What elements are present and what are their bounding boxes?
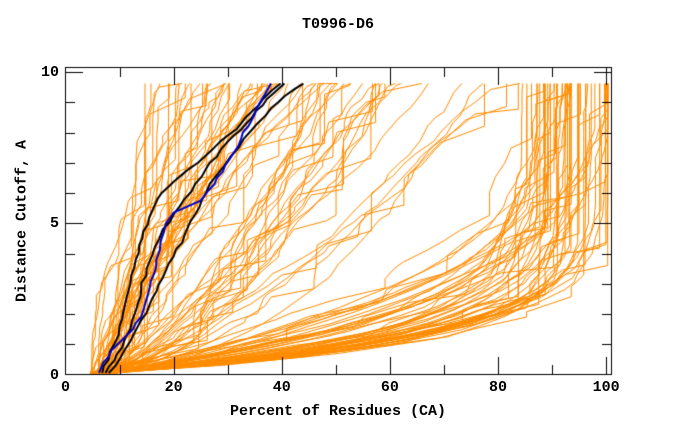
x-tick-label: 40 xyxy=(272,379,291,396)
x-tick-label: 80 xyxy=(488,379,507,396)
y-tick-label: 5 xyxy=(49,215,59,233)
x-tick-label: 100 xyxy=(592,379,620,396)
x-tick-label: 60 xyxy=(380,379,399,396)
chart-title: T0996-D6 xyxy=(301,16,375,33)
x-tick-label: 0 xyxy=(60,379,71,396)
y-tick-label: 0 xyxy=(49,366,59,384)
x-axis-label: Percent of Residues (CA) xyxy=(229,403,447,420)
y-tick-label: 10 xyxy=(40,64,59,82)
x-tick-label: 20 xyxy=(164,379,183,396)
